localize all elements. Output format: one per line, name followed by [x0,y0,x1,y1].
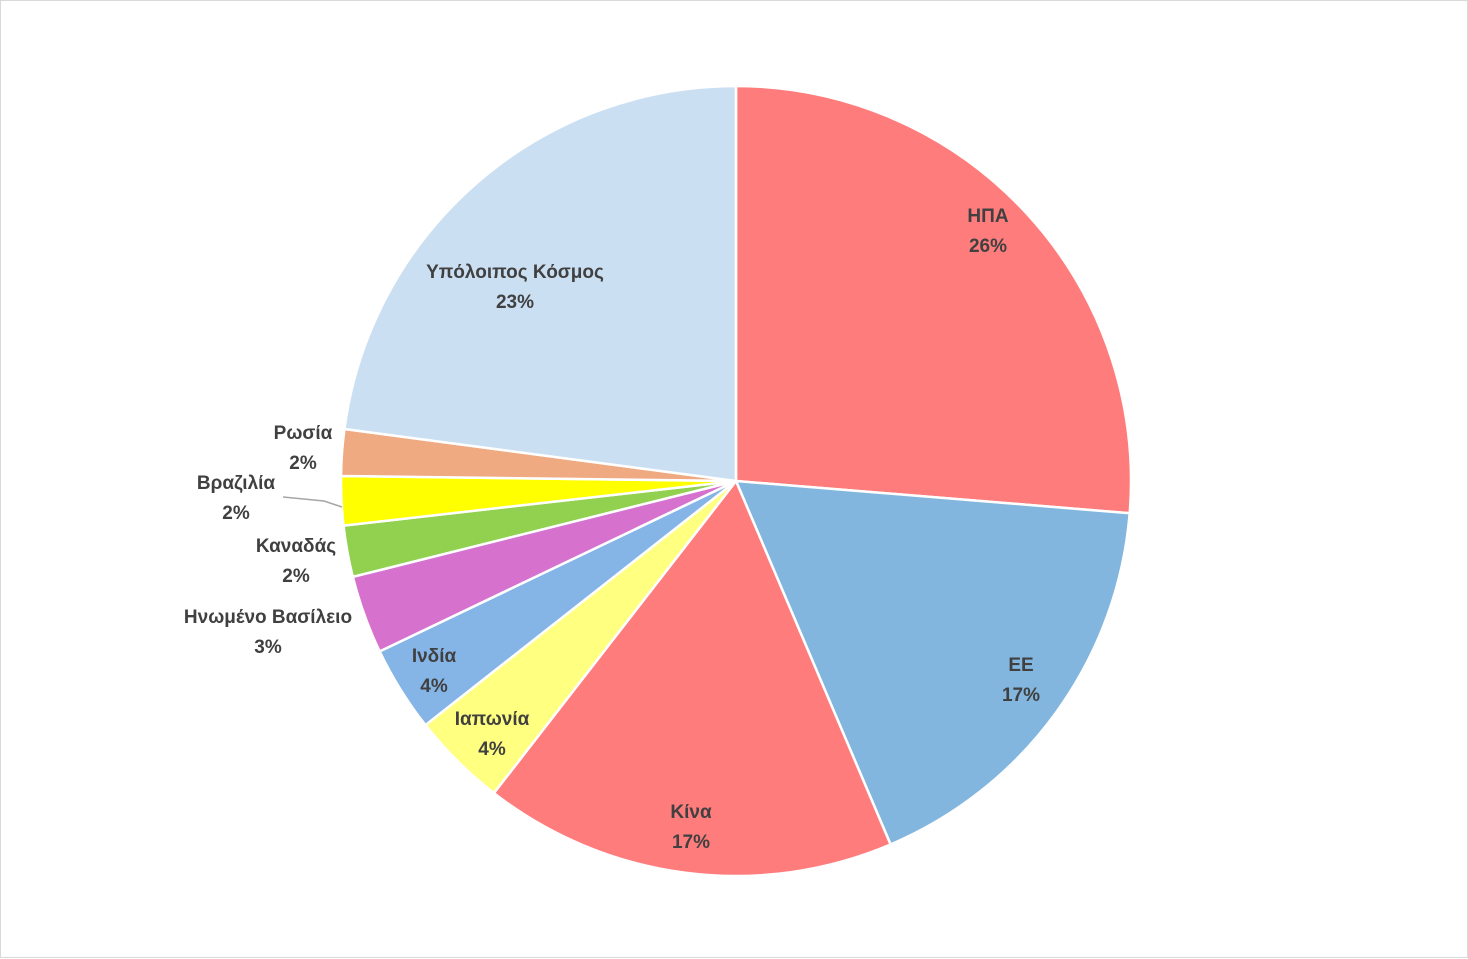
slice-label: Υπόλοιπος Κόσμος 23% [426,262,604,313]
slice-category-label: ΗΠΑ [967,206,1008,227]
slice-category-label: Ρωσία [274,423,333,444]
slice-percent-label: 17% [672,832,710,853]
slice-percent-label: 2% [282,566,310,587]
slice-percent-label: 4% [420,676,448,697]
slice-category-label: Ινδία [412,646,457,667]
slice-category-label: Κίνα [670,802,712,823]
slice-label: Κίνα 17% [670,802,712,853]
slice-percent-label: 17% [1002,685,1040,706]
slice-percent-label: 23% [496,292,534,313]
slice-label: Ηνωμένο Βασίλειο 3% [184,607,352,658]
slice-label: Ρωσία 2% [274,423,333,474]
pie-slice [492,479,892,878]
slice-percent-label: 4% [478,739,506,760]
slice-category-label: Ιαπωνία [455,709,530,730]
slice-category-label: Υπόλοιπος Κόσμος [426,262,604,283]
slice-label: Καναδάς 2% [256,536,336,587]
slice-label: ΗΠΑ 26% [967,206,1008,257]
slice-percent-label: 2% [289,453,317,474]
slice-percent-label: 3% [254,637,282,658]
slice-label: Ιαπωνία 4% [455,709,530,760]
slice-category-label: ΕΕ [1008,655,1033,676]
slice-percent-label: 2% [222,503,250,524]
data-labels: ΗΠΑ 26% ΕΕ 17% Κίνα 17% Ιαπωνία 4% Ινδία 4% Ηνωμέν… [184,206,1040,853]
pie-slice [343,84,738,483]
slice-category-label: Καναδάς [256,536,336,557]
leader-lines [282,496,343,508]
pie-slice [734,84,1133,515]
slice-label: Βραζιλία 2% [197,473,276,524]
leader-line [282,496,343,508]
slice-category-label: Ηνωμένο Βασίλειο [184,607,352,628]
pie-slices [339,84,1133,878]
slice-percent-label: 26% [969,236,1007,257]
slice-label: ΕΕ 17% [1002,655,1040,706]
slice-label: Ινδία 4% [412,646,457,697]
slice-category-label: Βραζιλία [197,473,276,494]
pie-slice [734,479,1131,846]
